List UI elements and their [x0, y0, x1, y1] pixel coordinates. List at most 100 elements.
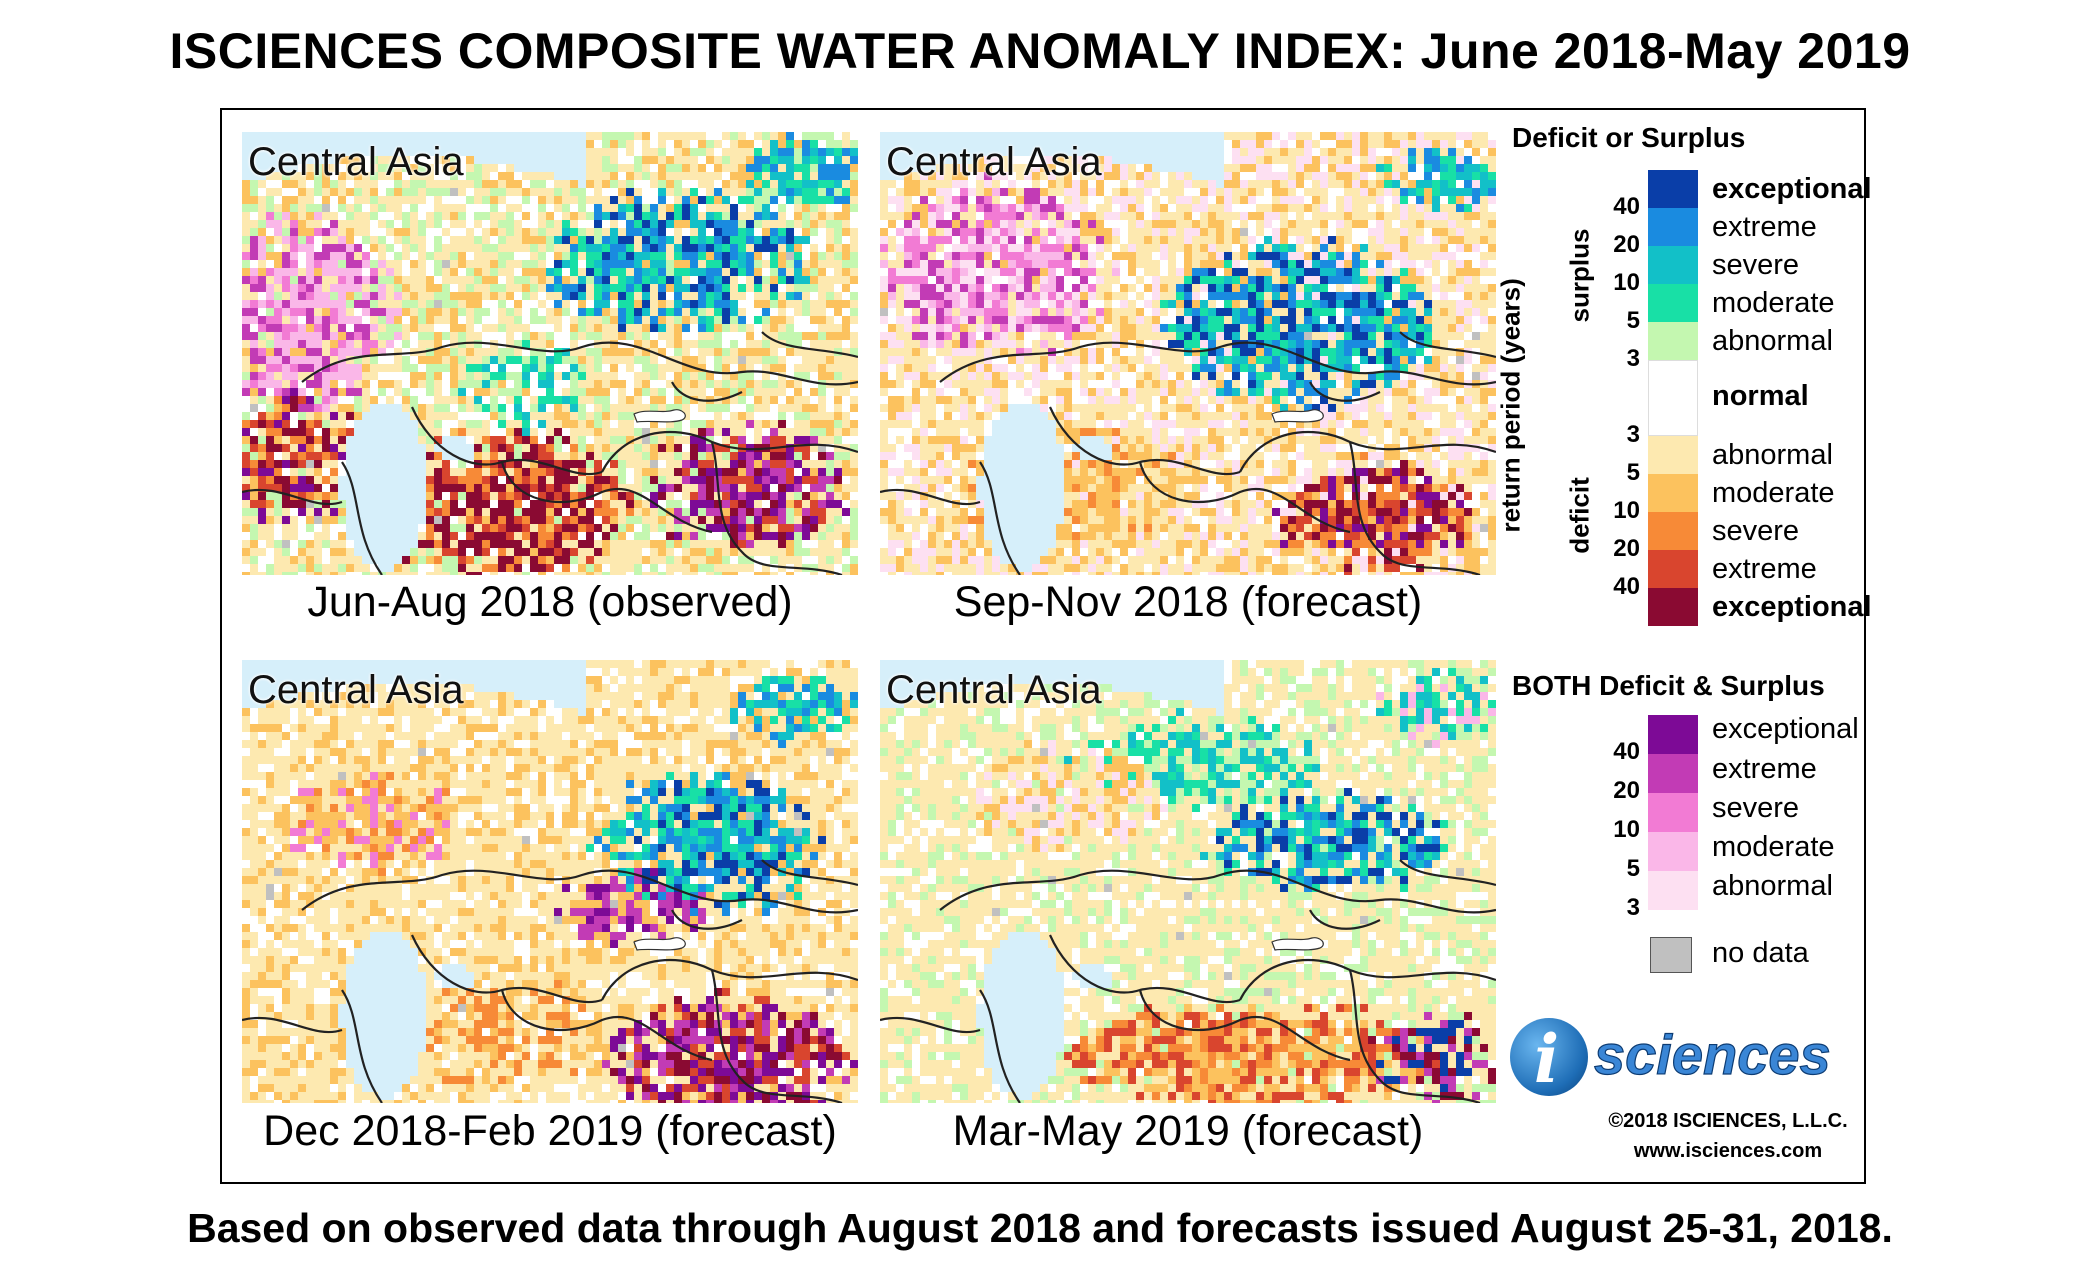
raster-cell — [386, 468, 394, 476]
raster-cell — [490, 284, 498, 292]
raster-cell — [442, 332, 450, 340]
raster-cell — [674, 132, 682, 140]
raster-cell — [634, 332, 642, 340]
raster-cell — [1424, 164, 1432, 172]
raster-cell — [434, 484, 442, 492]
raster-cell — [362, 468, 370, 476]
raster-cell — [274, 132, 282, 140]
raster-cell — [306, 236, 314, 244]
raster-cell — [282, 420, 290, 428]
raster-cell — [1464, 180, 1472, 188]
raster-cell — [554, 460, 562, 468]
raster-cell — [1336, 188, 1344, 196]
raster-cell — [1296, 156, 1304, 164]
raster-cell — [426, 476, 434, 484]
raster-cell — [506, 228, 514, 236]
raster-cell — [738, 564, 746, 572]
raster-cell — [1448, 180, 1456, 188]
raster-cell — [594, 356, 602, 364]
raster-cell — [258, 220, 266, 228]
raster-cell — [338, 196, 346, 204]
raster-cell — [794, 172, 802, 180]
raster-cell — [626, 572, 634, 575]
raster-cell — [562, 556, 570, 564]
raster-cell — [410, 444, 418, 452]
raster-cell — [634, 340, 642, 348]
raster-cell — [250, 300, 258, 308]
raster-cell — [354, 548, 362, 556]
raster-cell — [642, 364, 650, 372]
raster-cell — [466, 564, 474, 572]
raster-cell — [346, 508, 354, 516]
raster-cell — [282, 148, 290, 156]
raster-cell — [522, 236, 530, 244]
raster-cell — [842, 540, 850, 548]
raster-cell — [1136, 196, 1144, 204]
raster-cell — [458, 372, 466, 380]
raster-cell — [850, 516, 858, 524]
raster-cell — [786, 404, 794, 412]
raster-cell — [394, 212, 402, 220]
raster-cell — [698, 244, 706, 252]
raster-cell — [258, 276, 266, 284]
raster-cell — [346, 444, 354, 452]
raster-cell — [714, 188, 722, 196]
raster-cell — [442, 260, 450, 268]
raster-cell — [570, 348, 578, 356]
raster-cell — [842, 556, 850, 564]
raster-cell — [690, 460, 698, 468]
raster-cell — [738, 508, 746, 516]
raster-cell — [306, 340, 314, 348]
raster-cell — [530, 564, 538, 572]
raster-cell — [762, 452, 770, 460]
raster-cell — [1048, 140, 1056, 148]
raster-cell — [322, 140, 330, 148]
raster-cell — [1296, 172, 1304, 180]
raster-cell — [594, 236, 602, 244]
raster-cell — [338, 180, 346, 188]
raster-cell — [722, 508, 730, 516]
raster-cell — [762, 556, 770, 564]
raster-cell — [298, 324, 306, 332]
raster-cell — [754, 412, 762, 420]
raster-cell — [258, 532, 266, 540]
raster-cell — [738, 524, 746, 532]
raster-cell — [610, 236, 618, 244]
raster-cell — [490, 260, 498, 268]
raster-cell — [346, 300, 354, 308]
raster-cell — [618, 252, 626, 260]
raster-cell — [274, 388, 282, 396]
raster-cell — [490, 492, 498, 500]
raster-cell — [498, 492, 506, 500]
raster-cell — [258, 156, 266, 164]
raster-cell — [570, 260, 578, 268]
raster-cell — [434, 372, 442, 380]
raster-cell — [538, 300, 546, 308]
raster-cell — [266, 164, 274, 172]
raster-cell — [1440, 180, 1448, 188]
raster-cell — [610, 532, 618, 540]
raster-cell — [842, 492, 850, 500]
raster-cell — [386, 236, 394, 244]
raster-cell — [674, 212, 682, 220]
raster-cell — [466, 444, 474, 452]
raster-cell — [250, 252, 258, 260]
raster-cell — [330, 564, 338, 572]
raster-cell — [1136, 132, 1144, 140]
raster-cell — [466, 332, 474, 340]
raster-cell — [242, 332, 250, 340]
raster-cell — [658, 164, 666, 172]
raster-cell — [514, 308, 522, 316]
raster-cell — [346, 564, 354, 572]
raster-cell — [554, 388, 562, 396]
raster-cell — [810, 476, 818, 484]
raster-cell — [258, 460, 266, 468]
raster-cell — [1072, 180, 1080, 188]
raster-cell — [602, 572, 610, 575]
raster-cell — [714, 572, 722, 575]
raster-cell — [1240, 132, 1248, 140]
raster-cell — [1200, 164, 1208, 172]
raster-cell — [658, 444, 666, 452]
raster-cell — [258, 188, 266, 196]
raster-cell — [618, 332, 626, 340]
